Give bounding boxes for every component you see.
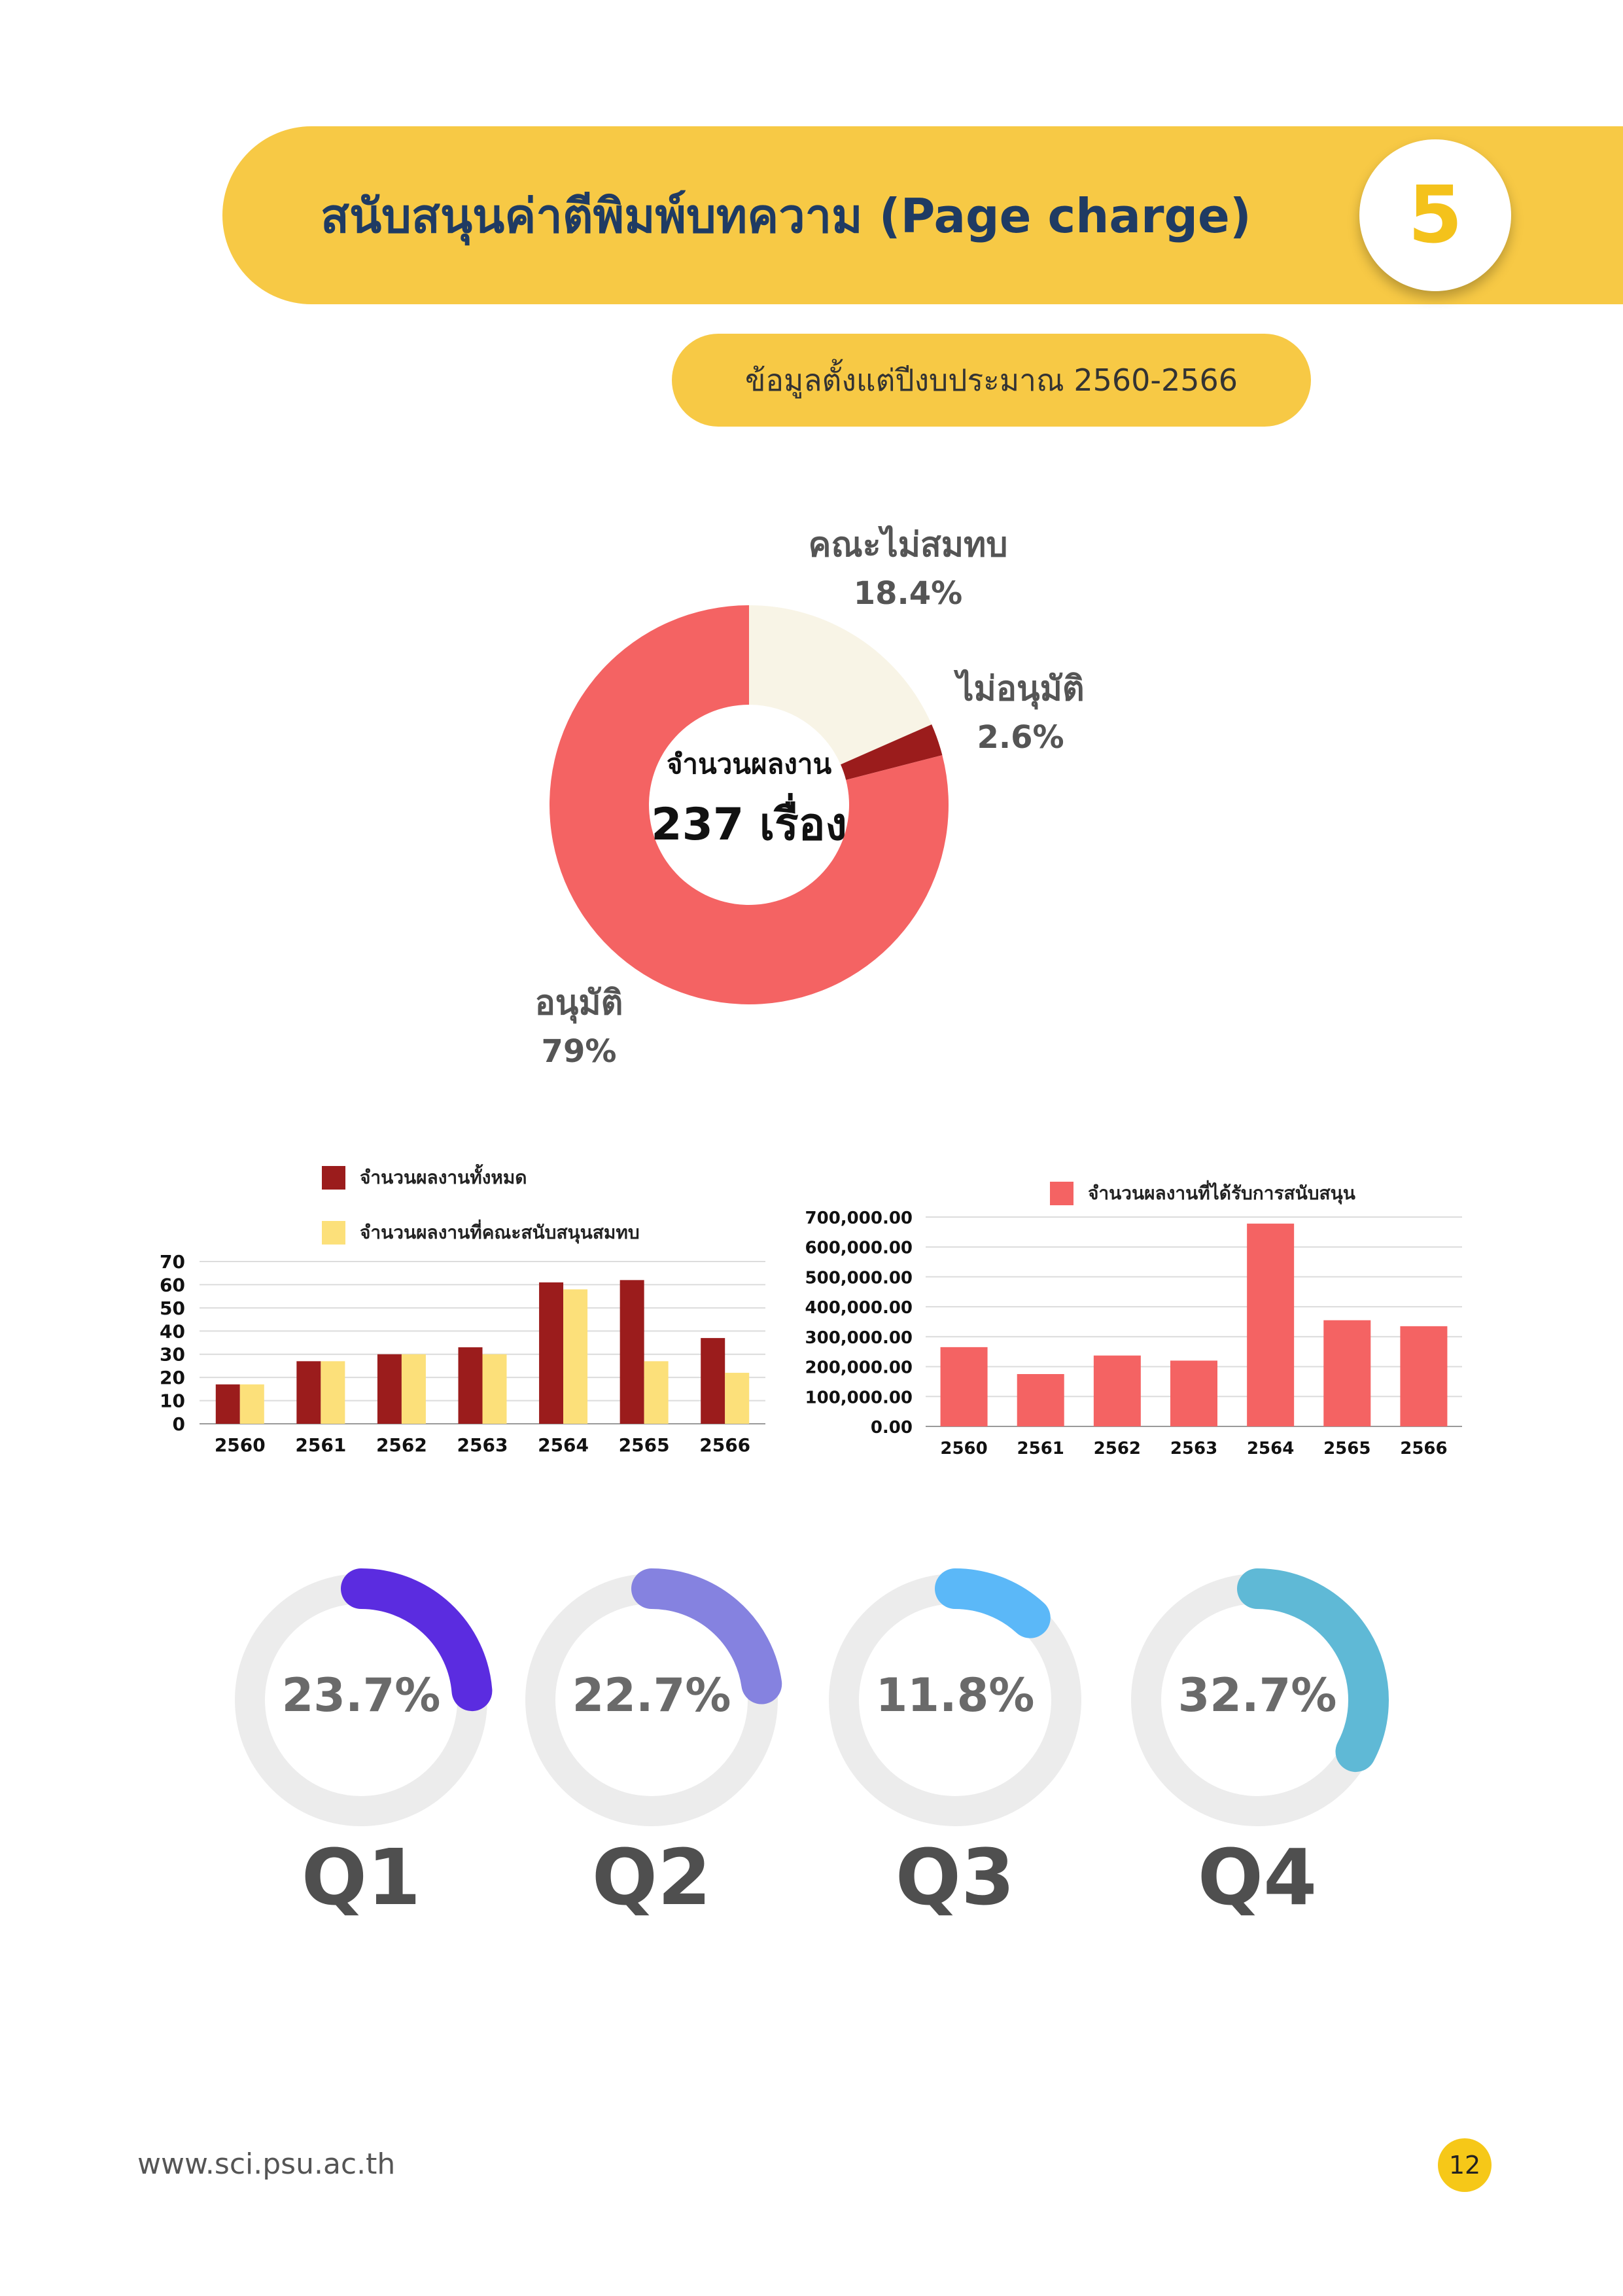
bar2-legend-supported: จำนวนผลงานที่ได้รับการสนับสนุน: [1050, 1179, 1355, 1208]
y-tick-label: 400,000.00: [805, 1298, 913, 1318]
y-tick-label: 40: [160, 1320, 185, 1342]
pie-slice-percent: 79%: [541, 1033, 617, 1070]
y-tick-label: 0.00: [871, 1418, 913, 1438]
bar-จำนวนผลงานที่ได้รับการสนับสนุน-2561: [1017, 1374, 1064, 1426]
x-tick-label: 2562: [376, 1434, 427, 1456]
pie-label-not-matched: คณะไม่สมทบ 18.4%: [777, 517, 1039, 612]
pie-slice-percent: 18.4%: [853, 575, 963, 612]
bar-จำนวนผลงานที่ได้รับการสนับสนุน-2566: [1400, 1326, 1448, 1426]
bar-จำนวนผลงานทั้งหมด-2560: [215, 1384, 240, 1424]
pie-slice-name: คณะไม่สมทบ: [808, 525, 1008, 565]
bar-จำนวนผลงานที่ได้รับการสนับสนุน-2562: [1093, 1355, 1141, 1426]
pie-slice-percent: 2.6%: [977, 719, 1064, 756]
bar1-legend-total: จำนวนผลงานทั้งหมด: [322, 1163, 527, 1192]
y-tick-label: 60: [160, 1274, 185, 1296]
x-tick-label: 2563: [457, 1434, 508, 1456]
legend-label: จำนวนผลงานที่ได้รับการสนับสนุน: [1088, 1182, 1355, 1204]
x-tick-label: 2566: [699, 1434, 750, 1456]
pie-slice-1: [841, 724, 943, 780]
bar-จำนวนผลงานที่ได้รับการสนับสนุน-2563: [1170, 1360, 1217, 1426]
bar1-legend-matched: จำนวนผลงานที่คณะสนับสนุนสมทบ: [322, 1218, 640, 1247]
bar-จำนวนผลงานทั้งหมด-2565: [620, 1280, 644, 1424]
legend-swatch: [1050, 1182, 1073, 1205]
bar-จำนวนผลงานที่คณะสนับสนุนสมทบ-2562: [401, 1354, 426, 1424]
bar-จำนวนผลงานทั้งหมด-2566: [701, 1337, 725, 1424]
bar-จำนวนผลงานทั้งหมด-2563: [458, 1347, 483, 1424]
pie-slice-2: [550, 605, 949, 1005]
footer-url[interactable]: www.sci.psu.ac.th: [137, 2147, 396, 2181]
quartile-label-Q3: Q3: [895, 1832, 1015, 1922]
bar-จำนวนผลงานที่คณะสนับสนุนสมทบ-2563: [482, 1354, 507, 1424]
pie-slice-name: อนุมัติ: [534, 983, 623, 1023]
x-tick-label: 2562: [1094, 1439, 1141, 1458]
gauge-percent-Q1: 23.7%: [281, 1669, 441, 1722]
x-tick-label: 2560: [940, 1439, 987, 1458]
quartile-label-Q4: Q4: [1197, 1832, 1318, 1922]
y-tick-label: 0: [173, 1413, 185, 1435]
x-tick-label: 2566: [1400, 1439, 1447, 1458]
legend-swatch: [322, 1221, 345, 1245]
y-tick-label: 600,000.00: [805, 1239, 913, 1258]
y-tick-label: 700,000.00: [805, 1209, 913, 1228]
y-tick-label: 20: [160, 1367, 185, 1388]
gauge-percent-Q4: 32.7%: [1178, 1669, 1337, 1722]
donut-center-label: จำนวนผลงาน 237 เรื่อง: [628, 743, 870, 859]
y-tick-label: 300,000.00: [805, 1328, 913, 1348]
gauge-arc-Q2: [631, 1568, 782, 1704]
bar-จำนวนผลงานทั้งหมด-2562: [377, 1354, 402, 1424]
bar-จำนวนผลงานที่คณะสนับสนุนสมทบ-2561: [321, 1361, 345, 1424]
x-tick-label: 2565: [619, 1434, 670, 1456]
y-tick-label: 500,000.00: [805, 1268, 913, 1288]
gauge-percent-Q2: 22.7%: [572, 1669, 731, 1722]
quartile-label-Q2: Q2: [591, 1832, 712, 1922]
legend-label: จำนวนผลงานที่คณะสนับสนุนสมทบ: [360, 1222, 640, 1243]
y-tick-label: 100,000.00: [805, 1388, 913, 1407]
legend-swatch: [322, 1166, 345, 1190]
donut-center-caption: จำนวนผลงาน: [666, 748, 832, 780]
x-tick-label: 2563: [1170, 1439, 1217, 1458]
gauge-percent-Q3: 11.8%: [875, 1669, 1035, 1722]
gauge-arc-Q3: [935, 1568, 1051, 1638]
gauge-arc-Q1: [341, 1568, 493, 1712]
y-tick-label: 70: [160, 1251, 185, 1273]
pie-label-rejected: ไม่อนุมัติ 2.6%: [929, 661, 1112, 756]
y-tick-label: 30: [160, 1344, 185, 1366]
bar-จำนวนผลงานที่คณะสนับสนุนสมทบ-2564: [563, 1289, 588, 1424]
x-tick-label: 2565: [1323, 1439, 1370, 1458]
bar-จำนวนผลงานที่คณะสนับสนุนสมทบ-2560: [239, 1384, 264, 1424]
bar-จำนวนผลงานที่ได้รับการสนับสนุน-2564: [1247, 1224, 1295, 1426]
x-tick-label: 2560: [215, 1434, 266, 1456]
page-number: 12: [1438, 2138, 1492, 2192]
subtitle-pill: ข้อมูลตั้งแต่ปีงบประมาณ 2560-2566: [672, 334, 1311, 427]
gauge-arc-Q4: [1237, 1568, 1389, 1773]
page-title: สนับสนุนค่าตีพิมพ์บทความ (Page charge): [321, 188, 1251, 243]
bar-จำนวนผลงานที่ได้รับการสนับสนุน-2560: [940, 1347, 988, 1426]
pie-slice-name: ไม่อนุมัติ: [956, 669, 1085, 709]
x-tick-label: 2561: [295, 1434, 346, 1456]
x-tick-label: 2564: [1247, 1439, 1294, 1458]
pie-label-approved: อนุมัติ 79%: [481, 975, 677, 1070]
bar-จำนวนผลงานทั้งหมด-2564: [539, 1282, 564, 1424]
x-tick-label: 2561: [1017, 1439, 1064, 1458]
pie-slice-0: [749, 605, 932, 765]
section-number-badge: 5: [1359, 139, 1511, 291]
bar-จำนวนผลงานที่คณะสนับสนุนสมทบ-2565: [644, 1361, 669, 1424]
donut-center-value: 237 เรื่อง: [651, 799, 847, 851]
x-tick-label: 2564: [538, 1434, 589, 1456]
y-tick-label: 50: [160, 1298, 185, 1319]
quartile-label-Q1: Q1: [301, 1832, 421, 1922]
legend-label: จำนวนผลงานทั้งหมด: [360, 1167, 527, 1188]
bar-จำนวนผลงานที่ได้รับการสนับสนุน-2565: [1323, 1320, 1371, 1426]
y-tick-label: 200,000.00: [805, 1358, 913, 1378]
y-tick-label: 10: [160, 1390, 185, 1412]
bar-จำนวนผลงานทั้งหมด-2561: [296, 1361, 321, 1424]
bar-จำนวนผลงานที่คณะสนับสนุนสมทบ-2566: [725, 1373, 750, 1424]
